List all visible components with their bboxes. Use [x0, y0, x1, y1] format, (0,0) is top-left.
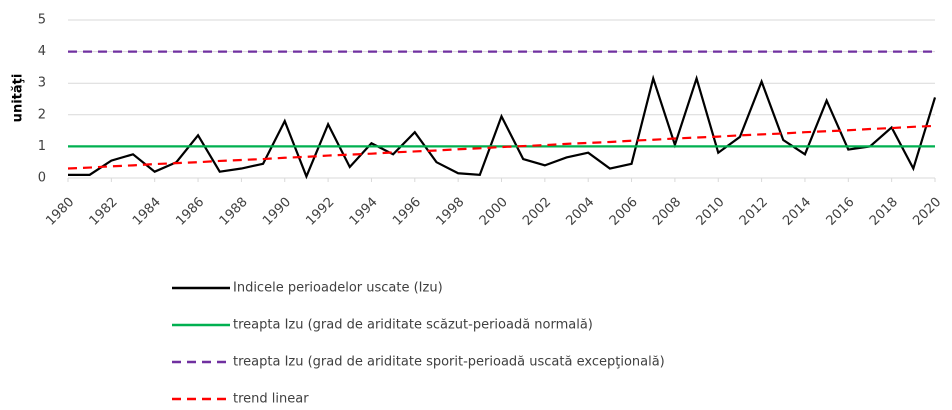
legend-label: Indicele perioadelor uscate (Izu) — [233, 281, 443, 296]
x-tick-label: 1998 — [433, 195, 467, 229]
y-tick-label: 5 — [38, 13, 46, 28]
legend-label: trend linear — [233, 392, 309, 407]
legend-label: treapta Izu (grad de ariditate sporit-pe… — [233, 355, 665, 370]
x-tick-label: 2020 — [910, 195, 944, 229]
x-tick-label: 1986 — [173, 195, 207, 229]
x-tick-label: 1996 — [390, 195, 424, 229]
x-tick-label: 1982 — [87, 195, 121, 229]
x-tick-label: 1990 — [260, 195, 294, 229]
y-tick-label: 3 — [38, 76, 46, 91]
series-line — [67, 124, 936, 170]
series-line — [68, 74, 937, 180]
x-tick-label: 2008 — [650, 195, 684, 229]
x-tick-label: 1984 — [130, 195, 164, 229]
legend-label: treapta Izu (grad de ariditate scăzut-pe… — [233, 318, 593, 333]
x-tick-label: 2018 — [867, 195, 901, 229]
x-tick-label: 2016 — [824, 195, 858, 229]
x-tick-label: 2000 — [477, 195, 511, 229]
y-tick-label: 0 — [38, 171, 46, 186]
x-tick-label: 2002 — [520, 195, 554, 229]
x-tick-label: 2006 — [607, 195, 641, 229]
x-tick-label: 2010 — [694, 195, 728, 229]
x-tick-label: 1994 — [347, 195, 381, 229]
y-tick-label: 4 — [38, 44, 46, 59]
y-tick-label: 2 — [38, 107, 46, 122]
x-tick-label: 2004 — [563, 195, 597, 229]
y-axis-label: unităţi — [11, 74, 26, 123]
y-tick-label: 1 — [38, 139, 46, 154]
x-tick-label: 2014 — [780, 195, 814, 229]
x-tick-label: 1988 — [217, 195, 251, 229]
x-tick-label: 1992 — [303, 195, 337, 229]
x-tick-label: 2012 — [737, 195, 771, 229]
x-tick-label: 1980 — [43, 195, 77, 229]
